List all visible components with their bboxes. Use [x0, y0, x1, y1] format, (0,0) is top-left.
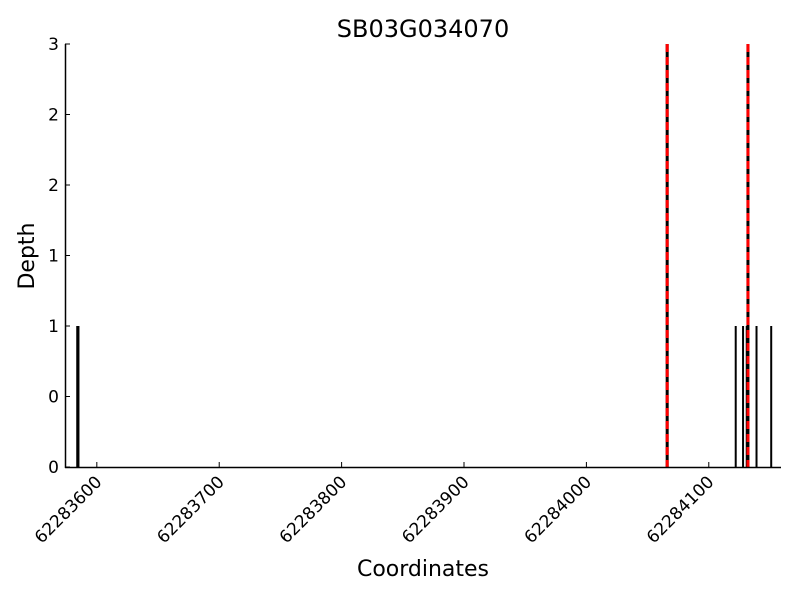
y-tick-label: 1: [48, 247, 59, 267]
x-tick-label: 62283600: [31, 472, 106, 547]
chart-title: SB03G034070: [337, 15, 509, 43]
y-tick-label: 0: [48, 458, 59, 478]
x-tick-label: 62284000: [521, 472, 596, 547]
x-tick-label: 62283800: [276, 472, 351, 547]
x-axis-label: Coordinates: [357, 557, 489, 582]
y-tick-label: 0: [48, 388, 59, 408]
x-tick-label: 62283700: [153, 472, 228, 547]
y-tick-label: 2: [48, 176, 59, 196]
y-tick-label: 2: [48, 106, 59, 126]
y-tick-label: 3: [48, 35, 59, 55]
y-tick-label: 1: [48, 317, 59, 337]
y-axis-label: Depth: [15, 222, 40, 289]
x-tick-label: 62283900: [398, 472, 473, 547]
x-tick-label: 62284100: [643, 472, 718, 547]
